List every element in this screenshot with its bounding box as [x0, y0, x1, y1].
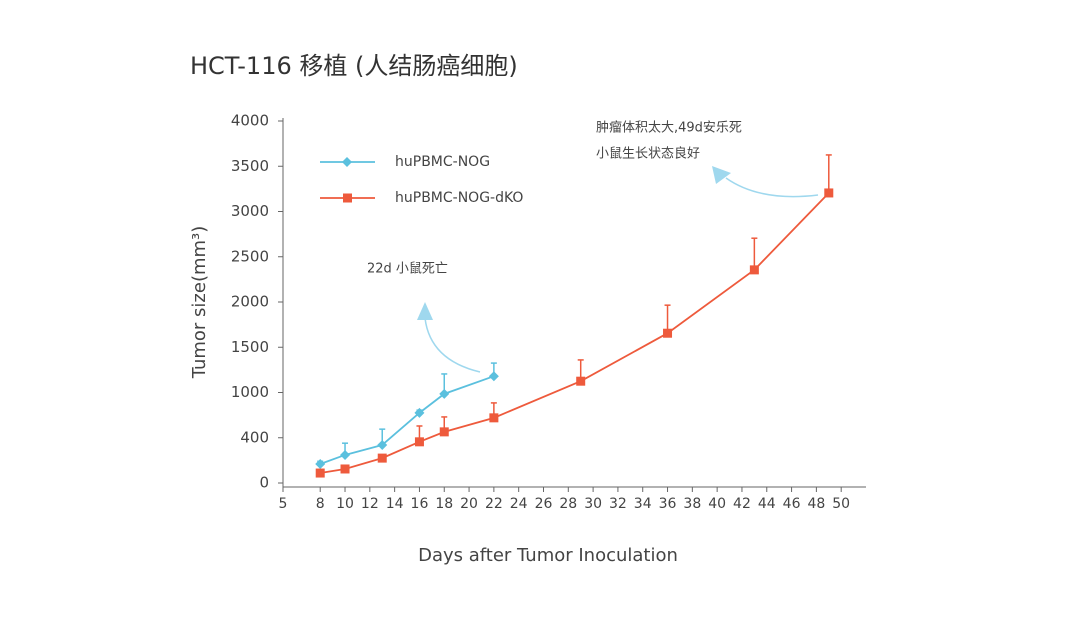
x-tick-label: 48 [807, 496, 825, 512]
x-tick-label: 14 [386, 496, 404, 512]
legend-marker [343, 193, 352, 203]
legend-marker [342, 157, 352, 167]
data-point [749, 265, 759, 275]
x-axis-label: Days after Tumor Inoculation [418, 545, 678, 566]
series-line [320, 192, 830, 474]
y-tick-label: 3000 [231, 202, 269, 220]
arrow [424, 317, 481, 373]
x-tick-label: 38 [683, 496, 701, 512]
x-tick-label: 46 [783, 496, 801, 512]
annotation: 肿瘤体积太大,49d安乐死 [596, 120, 742, 136]
x-tick-label: 40 [708, 496, 726, 512]
y-tick-label: 1500 [231, 338, 269, 356]
y-tick-label: 0 [259, 474, 269, 492]
data-point [414, 437, 424, 447]
y-tick-label: 2500 [231, 247, 269, 265]
y-tick-label: 4000 [231, 112, 269, 130]
chart-title: HCT-116 移植 (人结肠癌细胞) [190, 52, 518, 80]
x-tick-label: 24 [510, 496, 528, 512]
data-point [377, 453, 387, 463]
x-tick-label: 30 [584, 496, 602, 512]
data-point [315, 468, 325, 478]
data-point [663, 328, 673, 338]
y-tick-label: 3500 [231, 157, 269, 175]
y-tick-label: 400 [240, 428, 269, 446]
x-tick-label: 20 [460, 496, 478, 512]
x-tick-label: 8 [316, 496, 325, 512]
legend-label: huPBMC-NOG [395, 154, 490, 170]
data-point [489, 413, 499, 423]
arrow-head [417, 302, 433, 320]
y-axis-label: Tumor size(mm³) [189, 226, 210, 380]
x-tick-label: 10 [336, 496, 354, 512]
arrow [725, 177, 819, 198]
y-tick-label: 1000 [231, 383, 269, 401]
x-tick-label: 22 [485, 496, 503, 512]
series-line [319, 375, 495, 465]
data-point [340, 449, 351, 460]
data-point [824, 188, 834, 198]
x-tick-label: 18 [435, 496, 453, 512]
x-tick-label: 16 [411, 496, 429, 512]
x-tick-label: 28 [559, 496, 577, 512]
arrow-head [712, 166, 731, 184]
data-point [439, 388, 450, 399]
data-point [488, 371, 499, 382]
x-tick-label: 44 [758, 496, 776, 512]
annotation: 22d 小鼠死亡 [367, 262, 448, 277]
annotation: 小鼠生长状态良好 [596, 146, 700, 162]
data-point [340, 464, 350, 474]
x-tick-label: 36 [659, 496, 677, 512]
x-tick-label: 12 [361, 496, 379, 512]
legend-label: huPBMC-NOG-dKO [395, 190, 523, 206]
x-tick-label: 50 [832, 496, 850, 512]
data-point [439, 427, 449, 437]
data-point [576, 376, 586, 386]
data-point [414, 407, 425, 418]
x-tick-label: 34 [634, 496, 652, 512]
data-point [377, 439, 388, 450]
x-tick-label: 5 [279, 496, 288, 512]
x-tick-label: 26 [535, 496, 553, 512]
x-tick-label: 42 [733, 496, 751, 512]
data-point [315, 458, 326, 469]
x-tick-label: 32 [609, 496, 627, 512]
y-tick-label: 2000 [231, 293, 269, 311]
